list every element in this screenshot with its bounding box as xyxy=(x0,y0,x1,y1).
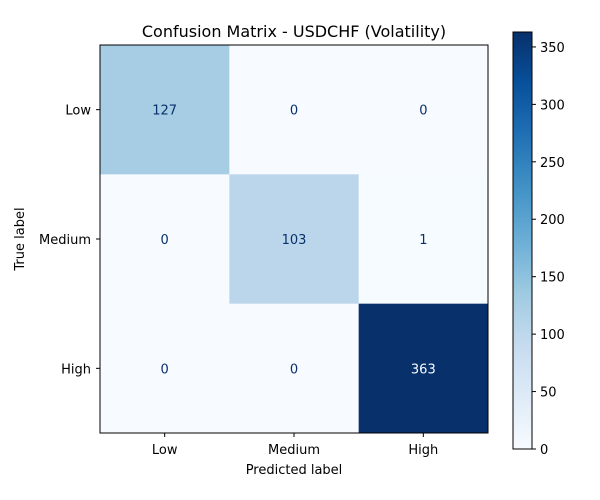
colorbar-tick-label: 150 xyxy=(540,271,565,286)
colorbar-tick-label: 300 xyxy=(540,98,565,113)
x-axis-ticks: Low Medium High xyxy=(152,433,438,458)
colorbar xyxy=(512,31,533,450)
cell-value-label: 0 xyxy=(290,362,298,377)
heatmap-cell xyxy=(229,45,360,175)
heatmap-cell xyxy=(358,174,489,305)
cell-value-label: 363 xyxy=(411,362,436,377)
cell-value-labels: 127 0 0 0 103 1 0 0 363 xyxy=(152,104,435,378)
x-tick-label: Medium xyxy=(268,443,320,458)
cell-value-label: 0 xyxy=(290,104,298,119)
cell-value-label: 1 xyxy=(419,233,427,248)
x-axis-label: Predicted label xyxy=(246,463,343,478)
colorbar-tick-label: 250 xyxy=(540,156,565,171)
y-tick-label: High xyxy=(61,362,91,377)
colorbar-tick-label: 350 xyxy=(540,41,565,56)
cell-value-label: 0 xyxy=(161,233,169,248)
colorbar-ticks: 0 50 100 150 200 250 300 350 xyxy=(532,41,565,458)
cell-value-label: 127 xyxy=(152,104,177,119)
heatmap-cells xyxy=(100,45,489,434)
heatmap-cell xyxy=(100,303,230,434)
heatmap-cell xyxy=(100,45,230,175)
y-axis-ticks: Low Medium High xyxy=(39,104,100,377)
cell-value-label: 103 xyxy=(282,233,307,248)
y-tick-label: Low xyxy=(65,104,91,119)
heatmap-cell xyxy=(358,45,489,175)
cell-value-label: 0 xyxy=(161,362,169,377)
heatmap-cell xyxy=(100,174,230,305)
x-tick-label: High xyxy=(408,443,438,458)
colorbar-tick-label: 50 xyxy=(540,386,557,401)
heatmap-cell xyxy=(229,303,360,434)
y-tick-label: Medium xyxy=(39,233,91,248)
x-tick-label: Low xyxy=(152,443,178,458)
heatmap-cell xyxy=(229,174,360,305)
colorbar-tick-label: 200 xyxy=(540,213,565,228)
heatmap-cell xyxy=(358,303,489,434)
chart-title: Confusion Matrix - USDCHF (Volatility) xyxy=(142,22,446,41)
colorbar-tick-label: 0 xyxy=(540,443,548,458)
cell-value-label: 0 xyxy=(419,104,427,119)
y-axis-label: True label xyxy=(13,207,28,271)
colorbar-tick-label: 100 xyxy=(540,328,565,343)
